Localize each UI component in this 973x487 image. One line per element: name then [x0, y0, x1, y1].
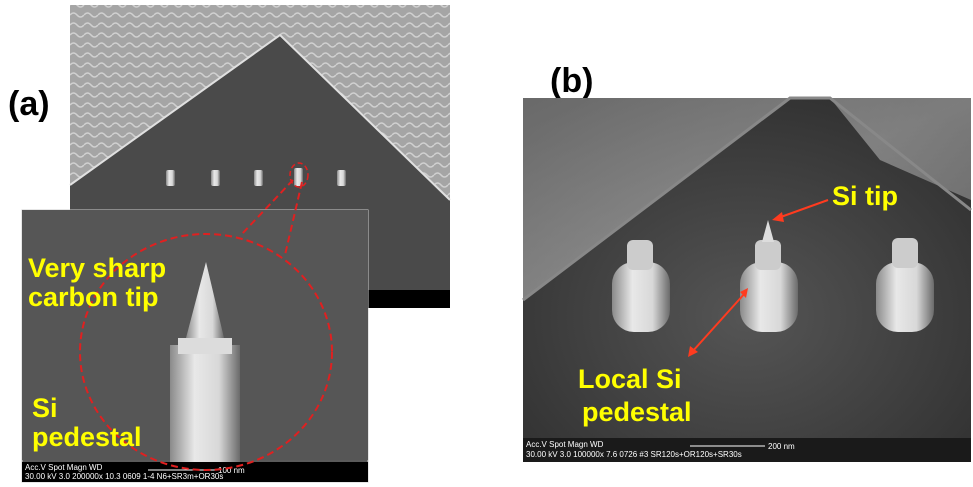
annotation: Very sharp: [28, 253, 166, 283]
annotation: carbon tip: [28, 282, 159, 312]
databar-header: Acc.V Spot Magn WD: [526, 440, 604, 449]
figure: Acc.V Spot Magn WD 30.00 kV 3.0 200000x …: [0, 0, 973, 487]
scale-bar-label: 200 nm: [768, 442, 795, 451]
annotation: pedestal: [32, 422, 142, 452]
annotation: Si tip: [832, 181, 898, 211]
databar-header: Acc.V Spot Magn WD: [25, 463, 103, 472]
databar-values: 30.00 kV 3.0 100000x 7.6 0726 #3 SR120s+…: [526, 450, 742, 459]
annotation: Local Si: [578, 364, 682, 394]
annotation: pedestal: [582, 397, 692, 427]
annotation: Si: [32, 393, 58, 423]
panel-label: (b): [550, 62, 593, 100]
databar-values: 30.00 kV 3.0 200000x 10.3 0609 1-4 N6+SR…: [25, 472, 223, 481]
panel-label: (a): [8, 85, 50, 123]
